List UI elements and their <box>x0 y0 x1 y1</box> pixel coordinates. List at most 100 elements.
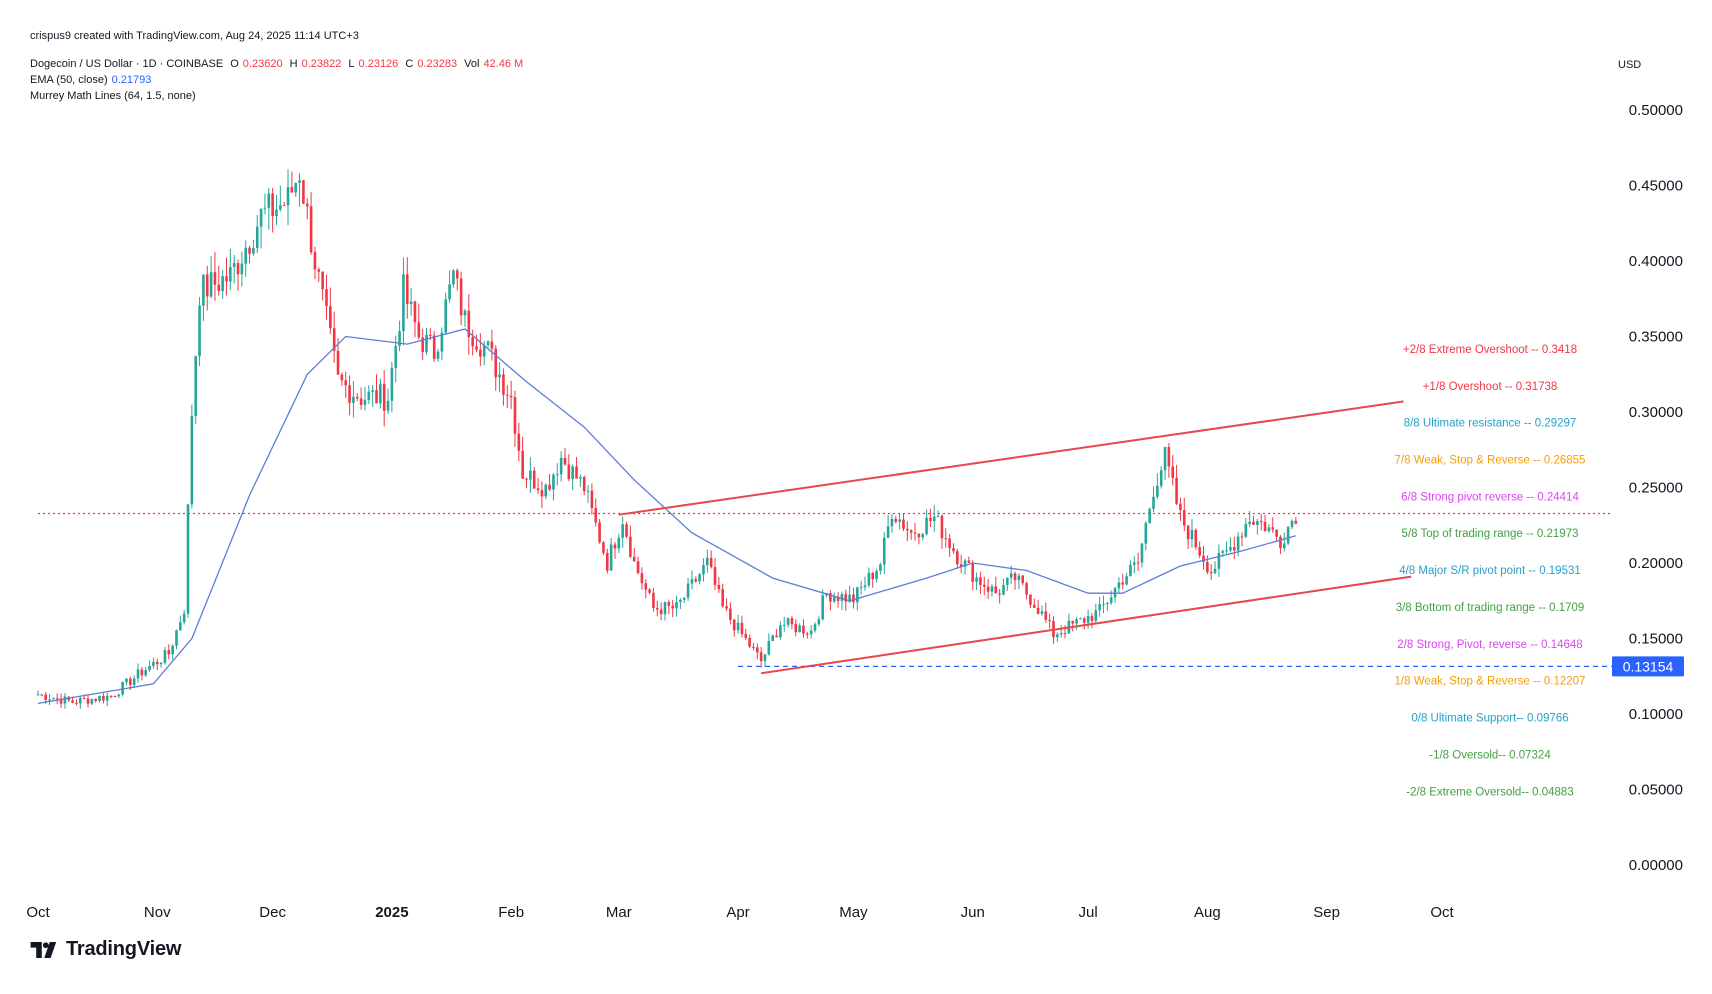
candle-body <box>1144 523 1148 544</box>
x-tick-label: Nov <box>144 904 171 921</box>
candle-body <box>1171 466 1175 478</box>
candle-body <box>1275 529 1278 537</box>
candle-body <box>155 661 159 665</box>
candle-body <box>936 515 940 517</box>
candle-body <box>759 652 763 662</box>
candle-body <box>1098 604 1101 611</box>
candle-body <box>436 351 440 359</box>
candle-body <box>486 341 490 346</box>
candle-body <box>763 654 767 662</box>
candle-body <box>1056 634 1059 638</box>
candle-body <box>309 206 313 253</box>
candle-body <box>1140 543 1144 563</box>
candle-body <box>1221 551 1225 553</box>
candle-body <box>429 334 432 336</box>
candle-body <box>913 532 917 534</box>
candle-body <box>1167 446 1171 467</box>
candle-body <box>359 398 363 405</box>
x-tick-label: Oct <box>1430 904 1454 921</box>
candle-body <box>140 669 144 676</box>
candle-body <box>571 466 574 480</box>
candle-body <box>352 396 355 403</box>
candle-body <box>1036 607 1040 614</box>
candle-body <box>1271 527 1275 530</box>
murrey-line-label: 0/8 Ultimate Support-- 0.09766 <box>1411 713 1568 725</box>
candle-body <box>1282 543 1286 549</box>
candle-body <box>367 391 371 400</box>
candle-body <box>844 594 848 602</box>
candle-body <box>1032 604 1036 608</box>
murrey-line-label: +1/8 Overshoot -- 0.31738 <box>1423 381 1558 393</box>
y-tick-label: 0.05000 <box>1629 782 1683 799</box>
candle-body <box>821 595 825 620</box>
candle-body <box>440 332 444 352</box>
open-value: 0.23620 <box>242 58 283 70</box>
candle-body <box>190 416 194 505</box>
candle-body <box>1213 568 1217 574</box>
candle-body <box>263 207 267 209</box>
candle-body <box>509 395 513 398</box>
candle-body <box>302 180 305 204</box>
x-tick-label: Mar <box>606 904 632 921</box>
y-tick-label: 0.25000 <box>1629 480 1683 497</box>
candle-body <box>271 193 274 217</box>
y-tick-label: 0.50000 <box>1629 102 1683 119</box>
candle-body <box>175 630 178 646</box>
candle-body <box>221 276 224 291</box>
murrey-line-label: 5/8 Top of trading range -- 0.21973 <box>1402 528 1579 540</box>
candle-body <box>1117 582 1121 589</box>
candle-body <box>540 490 544 497</box>
symbol-label: Dogecoin / US Dollar · 1D · COINBASE <box>30 58 224 70</box>
tradingview-logo[interactable]: TradingView <box>30 938 181 961</box>
candle-body <box>967 560 971 563</box>
candle-body <box>1159 470 1163 486</box>
x-tick-label: 2025 <box>375 904 408 921</box>
candle-body <box>940 515 944 539</box>
candle-body <box>205 274 209 297</box>
candle-body <box>313 252 317 270</box>
candle-body <box>467 310 471 338</box>
legend-symbol-line: Dogecoin / US Dollar · 1D · COINBASE O 0.… <box>30 58 527 70</box>
candle-body <box>163 650 167 663</box>
candle-body <box>121 682 124 695</box>
candle-body <box>113 696 117 698</box>
x-tick-label: Dec <box>259 904 286 921</box>
candle-body <box>602 542 605 554</box>
candle-body <box>594 508 598 523</box>
candle-body <box>1263 521 1267 532</box>
candle-body <box>706 557 709 566</box>
candle-body <box>694 579 698 582</box>
candle-body <box>1206 562 1209 573</box>
candle-body <box>1232 547 1236 551</box>
candle-body <box>1267 527 1271 532</box>
candle-body <box>679 599 682 603</box>
candle-body <box>994 586 998 594</box>
candle-body <box>575 466 578 479</box>
candle-body <box>552 474 555 490</box>
x-tick-label: Aug <box>1194 904 1221 921</box>
candle-body <box>513 397 517 434</box>
candle-body <box>709 557 713 568</box>
murrey-line-label: 4/8 Major S/R pivot point -- 0.19531 <box>1399 565 1581 577</box>
candle-body <box>555 474 559 476</box>
candle-body <box>886 526 890 538</box>
candle-body <box>1217 552 1221 569</box>
murrey-line-label: 7/8 Weak, Stop & Reverse -- 0.26855 <box>1395 454 1586 466</box>
trendline <box>618 400 1404 516</box>
candle-body <box>675 602 678 609</box>
candle-body <box>636 561 640 574</box>
candle-body <box>1029 594 1032 605</box>
candle-body <box>1013 573 1017 581</box>
candle-body <box>640 573 644 584</box>
candle-body <box>398 331 401 346</box>
candle-body <box>232 263 236 267</box>
candle-body <box>756 647 759 653</box>
candle-body <box>859 587 863 589</box>
candle-body <box>1017 575 1021 581</box>
candle-body <box>682 597 686 600</box>
ema-label: EMA (50, close) <box>30 74 108 86</box>
candle-body <box>879 564 882 571</box>
candle-body <box>975 577 978 582</box>
candle-body <box>1236 536 1240 551</box>
